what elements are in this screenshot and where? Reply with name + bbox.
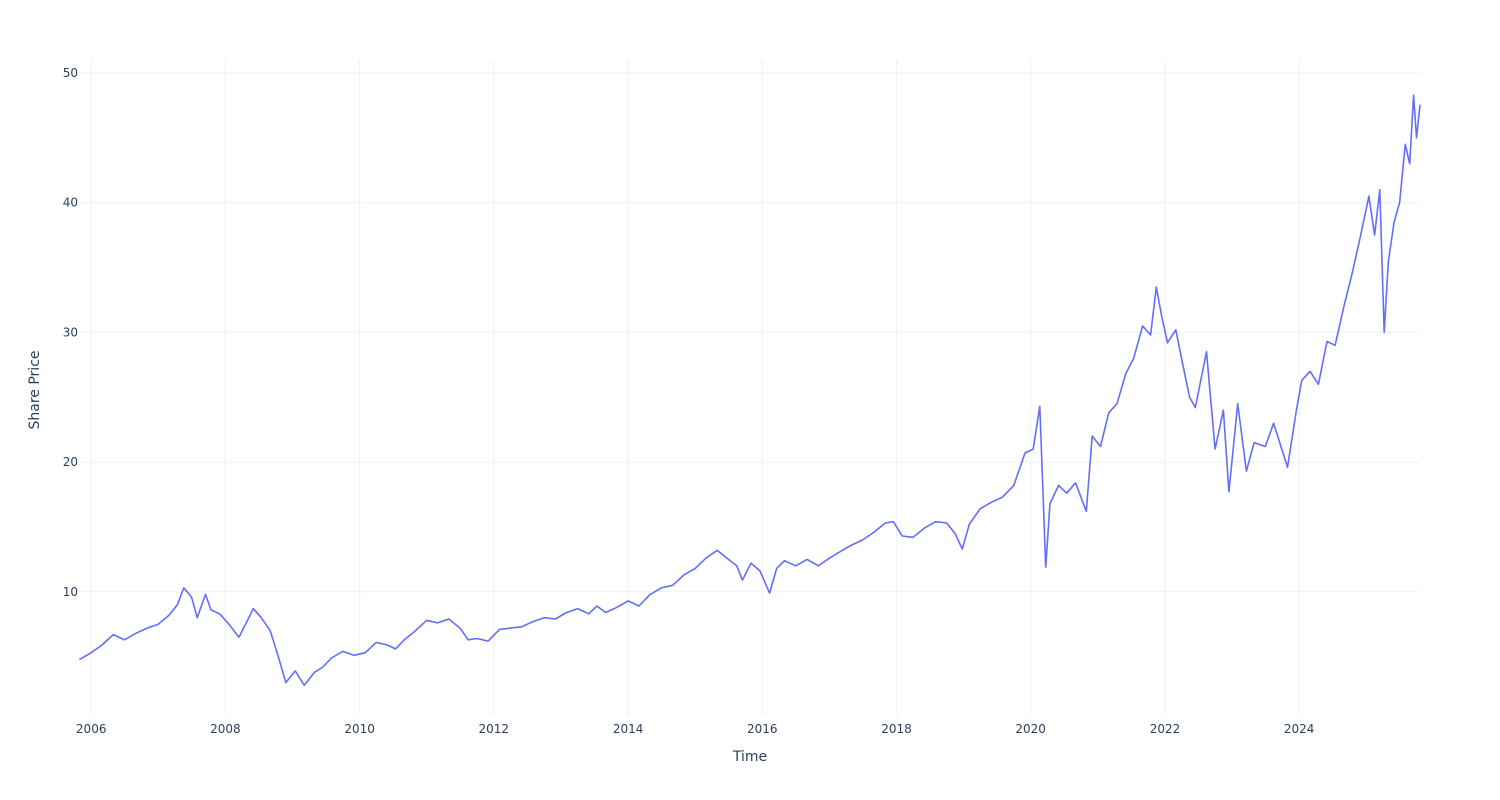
x-tick-label: 2012 <box>479 722 510 736</box>
y-axis-title: Share Price <box>27 350 43 429</box>
x-tick-label: 2018 <box>881 722 912 736</box>
x-axis-title: Time <box>732 749 767 765</box>
x-tick-label: 2014 <box>613 722 644 736</box>
y-tick-label: 10 <box>63 585 78 599</box>
y-tick-label: 30 <box>63 325 78 339</box>
y-tick-label: 40 <box>63 196 78 210</box>
x-tick-label: 2008 <box>210 722 241 736</box>
x-tick-label: 2010 <box>344 722 375 736</box>
x-axis-ticks: 2006 2008 2010 2012 2014 2016 2018 2020 2022 2024 <box>76 722 1314 736</box>
plot-area <box>79 94 1421 686</box>
x-tick-label: 2016 <box>747 722 778 736</box>
x-tick-label: 2006 <box>76 722 107 736</box>
grid <box>80 60 1420 715</box>
x-tick-label: 2020 <box>1015 722 1046 736</box>
y-tick-label: 20 <box>63 455 78 469</box>
x-tick-label: 2024 <box>1284 722 1315 736</box>
series-line <box>79 94 1421 686</box>
x-tick-label: 2022 <box>1150 722 1181 736</box>
y-axis-ticks: 10 20 30 40 50 <box>63 66 78 599</box>
y-tick-label: 50 <box>63 66 78 80</box>
